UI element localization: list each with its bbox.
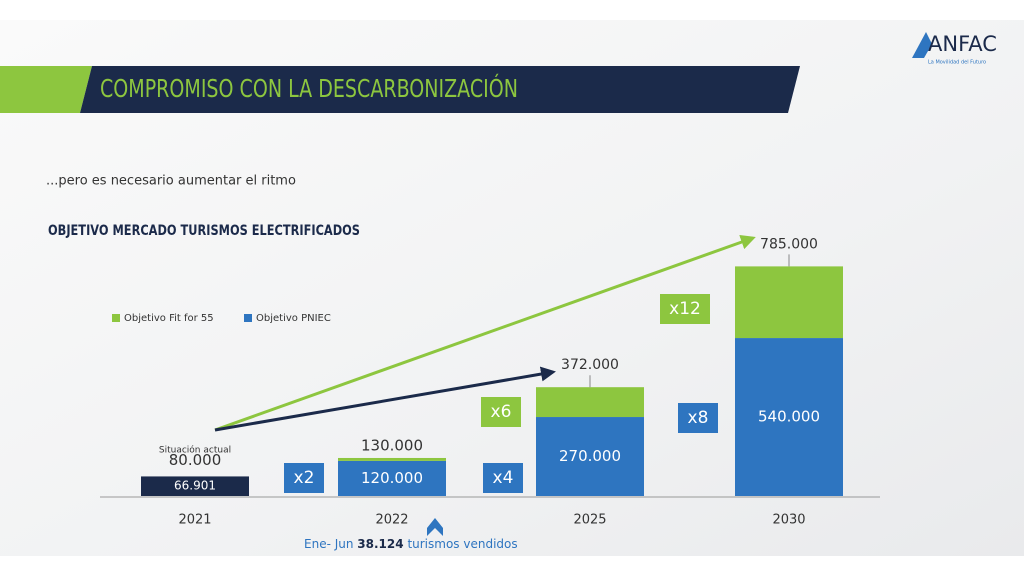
bar-segment: [338, 460, 446, 496]
x-tick-label: 2025: [573, 513, 606, 528]
trend-arrow: [214, 234, 756, 432]
multiplier-box: [284, 463, 324, 493]
trend-arrow: [214, 366, 556, 432]
logo-mark: [912, 32, 932, 58]
logo: ANFAC: [928, 32, 997, 56]
multiplier-box: [483, 463, 523, 493]
bar-segment: [338, 457, 446, 461]
legend-label: Objetivo Fit for 55: [124, 313, 214, 324]
annotation: Situación actual: [159, 445, 231, 456]
multiplier-box: [481, 397, 521, 427]
total-label: 785.000: [760, 236, 818, 252]
subtitle: ...pero es necesario aumentar el ritmo: [46, 174, 296, 189]
value-label: 270.000: [559, 447, 621, 465]
legend-swatch: [244, 314, 252, 322]
legend-swatch: [112, 314, 120, 322]
header-accent: [0, 66, 92, 113]
total-label: 130.000: [361, 436, 423, 454]
footnote-value: 38.124: [357, 537, 403, 551]
x-tick-label: 2021: [178, 513, 211, 528]
footnote: Ene- Jun 38.124 turismos vendidos: [304, 537, 518, 551]
footnote-text: turismos vendidos: [407, 537, 517, 551]
logo-tagline: La Movilidad del Futuro: [928, 60, 986, 66]
multiplier-box: [678, 403, 718, 433]
multiplier-label: x12: [669, 299, 701, 319]
marker-icon: [427, 518, 443, 536]
bar-segment: [735, 338, 843, 496]
value-label: 540.000: [758, 408, 820, 426]
multiplier-label: x6: [491, 402, 512, 422]
chart-title: OBJETIVO MERCADO TURISMOS ELECTRIFICADOS: [48, 223, 360, 239]
multiplier-box: [660, 294, 710, 324]
bar-segment: [735, 266, 843, 339]
multiplier-label: x2: [294, 468, 315, 488]
bar-segment: [536, 387, 644, 418]
multiplier-label: x8: [688, 408, 709, 428]
total-label: 80.000: [169, 451, 222, 469]
total-label: 372.000: [561, 357, 619, 373]
legend-label: Objetivo PNIEC: [256, 313, 331, 324]
x-tick-label: 2030: [772, 513, 805, 528]
value-label: 120.000: [361, 469, 423, 487]
multiplier-label: x4: [493, 468, 514, 488]
footnote-period: Ene- Jun: [304, 537, 353, 551]
bar-segment: [536, 417, 644, 496]
x-tick-label: 2022: [375, 513, 408, 528]
header-band: [80, 66, 800, 113]
header-title: COMPROMISO CON LA DESCARBONIZACIÓN: [100, 73, 518, 103]
bar: [141, 476, 249, 496]
value-label: 66.901: [174, 479, 216, 493]
